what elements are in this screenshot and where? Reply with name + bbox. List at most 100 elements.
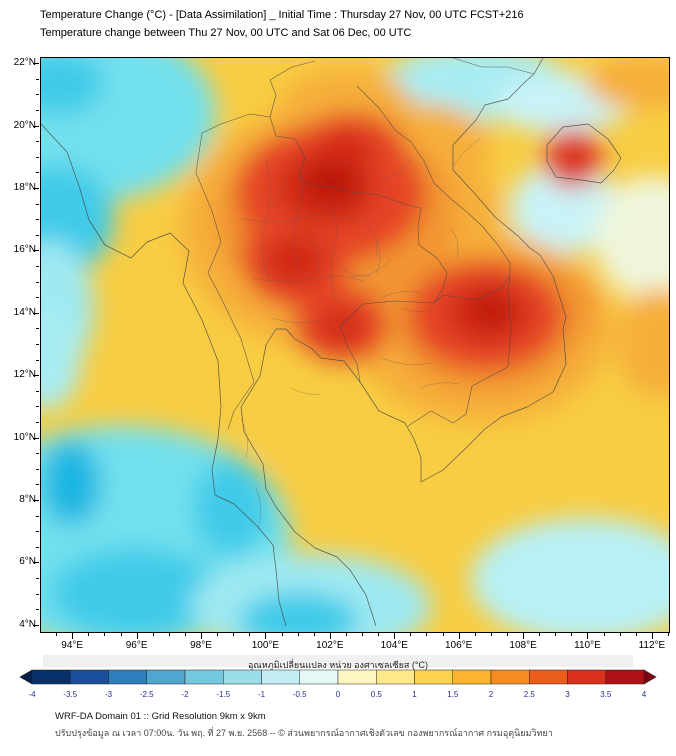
x-tick-mark [603, 633, 605, 636]
x-tick-mark [506, 633, 508, 636]
colorbar-segment [337, 669, 377, 685]
x-tick-mark [104, 633, 106, 636]
x-tick-mark [539, 633, 541, 636]
colorbar-tick-label: -1 [258, 690, 266, 699]
colorbar-tick-label: 1 [412, 690, 417, 699]
y-tick-mark [33, 499, 39, 501]
y-tick-mark [36, 219, 39, 221]
y-tick-label: 6°N [19, 556, 36, 568]
y-tick-mark [36, 266, 39, 267]
x-tick-label: 98°E [190, 640, 212, 651]
colorbar-segment [146, 669, 186, 685]
colorbar-tick-label: -3.5 [63, 690, 77, 699]
x-tick-mark [120, 633, 122, 636]
colorbar-tick-label: 0.5 [371, 690, 383, 699]
x-tick-mark [394, 633, 396, 639]
y-tick-mark [36, 328, 39, 330]
x-tick-label: 96°E [125, 640, 148, 651]
country-borders [195, 58, 535, 430]
y-tick-label: 18°N [13, 181, 36, 193]
map-plot-area [40, 57, 670, 633]
x-tick-label: 102°E [316, 640, 344, 651]
x-tick-mark [217, 633, 219, 636]
temperature-field-blobs [41, 58, 669, 632]
colorbar-segment [108, 669, 147, 685]
x-tick-mark [587, 633, 589, 639]
colorbar-tick-label: 1.5 [447, 690, 459, 699]
colorbar-tick-label: -3 [105, 690, 113, 699]
colorbar-segment [31, 669, 71, 685]
x-tick-mark [184, 633, 186, 636]
y-tick-mark [33, 250, 39, 252]
y-tick-mark [33, 624, 39, 626]
y-tick-label: 4°N [19, 618, 36, 630]
x-tick-mark [651, 633, 653, 639]
colorbar-segment [490, 669, 530, 685]
x-tick-mark [201, 633, 203, 639]
y-tick-label: 12°N [13, 369, 36, 381]
colorbar-svg: -4 -3.5 -3 -2.5 -2 -1.5 -1 -0.5 0 0.5 1 1.5 2 2.5 3 3.5… [19, 669, 657, 699]
x-tick-mark [410, 633, 412, 636]
temperature-field-map [41, 58, 669, 632]
y-tick-label: 8°N [19, 493, 36, 505]
colorbar-segment [529, 669, 568, 685]
colorbar-segment [223, 669, 262, 685]
footer-model-info: WRF-DA Domain 01 :: Grid Resolution 9km … [55, 711, 266, 722]
y-tick-mark [33, 63, 39, 65]
colorbar-segment [414, 669, 453, 685]
y-tick-mark [33, 125, 39, 127]
y-tick-label: 22°N [13, 57, 36, 69]
y-tick-mark [36, 203, 39, 205]
x-tick-label: 112°E [638, 640, 666, 651]
x-tick-mark [152, 633, 154, 636]
y-tick-mark [36, 546, 39, 548]
y-tick-mark [33, 312, 39, 314]
y-tick-label: 14°N [13, 306, 36, 318]
colorbar-segment [70, 669, 109, 685]
colorbar-tick-label: 2 [489, 690, 494, 699]
colorbar-title-strip: อุณหภูมิเปลี่ยนแปลง หน่วย องศาเซลเซียส (… [43, 655, 633, 670]
x-tick-mark [345, 633, 347, 636]
x-tick-mark [523, 633, 525, 639]
x-tick-label: 110°E [574, 640, 601, 651]
x-tick-label: 104°E [380, 640, 408, 651]
y-tick-mark [36, 297, 39, 299]
colorbar-tick-label: 4 [642, 690, 647, 699]
colorbar-segment [567, 669, 606, 685]
chart-title-line-2: Temperature change between Thu 27 Nov, 0… [40, 27, 412, 39]
y-tick-mark [36, 359, 39, 361]
x-tick-mark [329, 633, 331, 639]
colorbar-tick-label: -2.5 [140, 690, 154, 699]
y-tick-mark [36, 281, 39, 283]
y-tick-mark [33, 437, 39, 439]
y-tick-mark [36, 390, 39, 392]
x-tick-mark [72, 633, 74, 639]
colorbar-segment [376, 669, 415, 685]
x-tick-label: 100°E [251, 640, 280, 651]
colorbar-tick-label: 3.5 [600, 690, 612, 699]
x-tick-mark [136, 633, 138, 639]
colorbar-arrow [643, 669, 657, 685]
y-tick-mark [36, 110, 39, 112]
y-tick-label: 16°N [13, 244, 36, 256]
x-tick-mark [313, 633, 315, 636]
x-tick-mark [426, 633, 428, 636]
y-tick-mark [36, 515, 39, 517]
x-tick-label: 94°E [61, 640, 84, 651]
x-tick-mark [56, 633, 58, 636]
x-tick-mark [668, 633, 669, 636]
colorbar-arrow [19, 669, 33, 685]
province-borders [240, 137, 482, 529]
colorbar: -4 -3.5 -3 -2.5 -2 -1.5 -1 -0.5 0 0.5 1 1.5 2 2.5 3 3.5… [18, 669, 658, 703]
x-tick-mark [571, 633, 573, 636]
colorbar-title: อุณหภูมิเปลี่ยนแปลง หน่วย องศาเซลเซียส (… [248, 660, 428, 670]
y-tick-mark [36, 344, 39, 345]
x-tick-label: 108°E [509, 640, 537, 651]
footer-update-credit: ปรับปรุงข้อมูล ณ เวลา 07:00น. วัน พฤ. ที… [55, 728, 553, 738]
y-tick-mark [36, 468, 39, 470]
colorbar-segment [605, 669, 645, 685]
x-tick-mark [281, 633, 283, 636]
colorbar-tick-label: -4 [28, 690, 36, 699]
x-tick-mark [458, 633, 460, 639]
